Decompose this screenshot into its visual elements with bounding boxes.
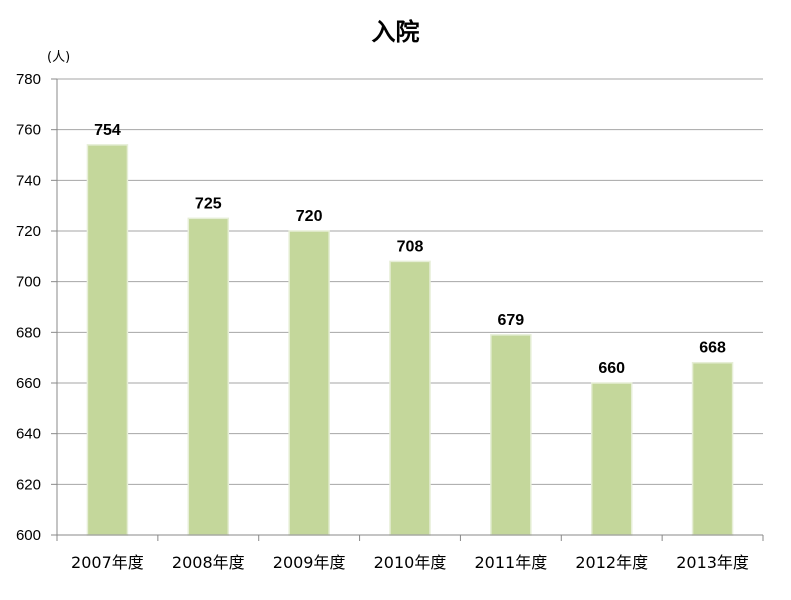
- x-tick-label: 2009年度: [273, 553, 346, 572]
- y-tick-label: 660: [16, 375, 41, 392]
- y-axis-ticks: 600 620 640 660 680 700 720 740 760 780: [16, 71, 57, 544]
- y-tick-label: 720: [16, 223, 41, 240]
- y-tick-label: 740: [16, 172, 41, 189]
- chart-title: 入院: [371, 18, 420, 46]
- data-label: 754: [94, 122, 121, 139]
- data-label: 708: [397, 238, 424, 255]
- x-tick-label: 2012年度: [575, 553, 648, 572]
- x-tick-label: 2007年度: [71, 553, 144, 572]
- bars: [86, 144, 734, 536]
- y-axis-unit-label: (人): [47, 50, 71, 65]
- y-tick-label: 780: [16, 71, 41, 88]
- x-tick-label: 2011年度: [474, 553, 547, 572]
- bar-2007年度: [86, 144, 129, 536]
- data-label: 679: [498, 312, 525, 329]
- y-tick-label: 620: [16, 476, 41, 493]
- x-tick-label: 2013年度: [676, 553, 749, 572]
- y-tick-label: 640: [16, 426, 41, 443]
- y-tick-label: 700: [16, 274, 41, 291]
- data-label: 725: [195, 195, 222, 212]
- bar-2012年度: [590, 382, 633, 536]
- bar-2008年度: [187, 217, 230, 536]
- x-axis-ticks: 2007年度 2008年度 2009年度 2010年度 2011年度 2012年度 2013…: [71, 553, 749, 572]
- data-label: 668: [699, 340, 726, 357]
- x-tick-label: 2008年度: [172, 553, 245, 572]
- bar-2011年度: [490, 334, 532, 536]
- axes: [56, 79, 764, 541]
- bar-2010年度: [389, 260, 431, 536]
- data-label: 720: [296, 208, 323, 225]
- bar-2013年度: [691, 361, 734, 536]
- x-tick-label: 2010年度: [374, 553, 447, 572]
- bar-2009年度: [288, 230, 330, 536]
- y-tick-label: 600: [16, 527, 41, 544]
- data-label: 660: [598, 360, 625, 377]
- y-tick-label: 760: [16, 122, 41, 139]
- y-tick-label: 680: [16, 324, 41, 341]
- data-labels: 754 725 720 708 679 660 668: [94, 122, 726, 377]
